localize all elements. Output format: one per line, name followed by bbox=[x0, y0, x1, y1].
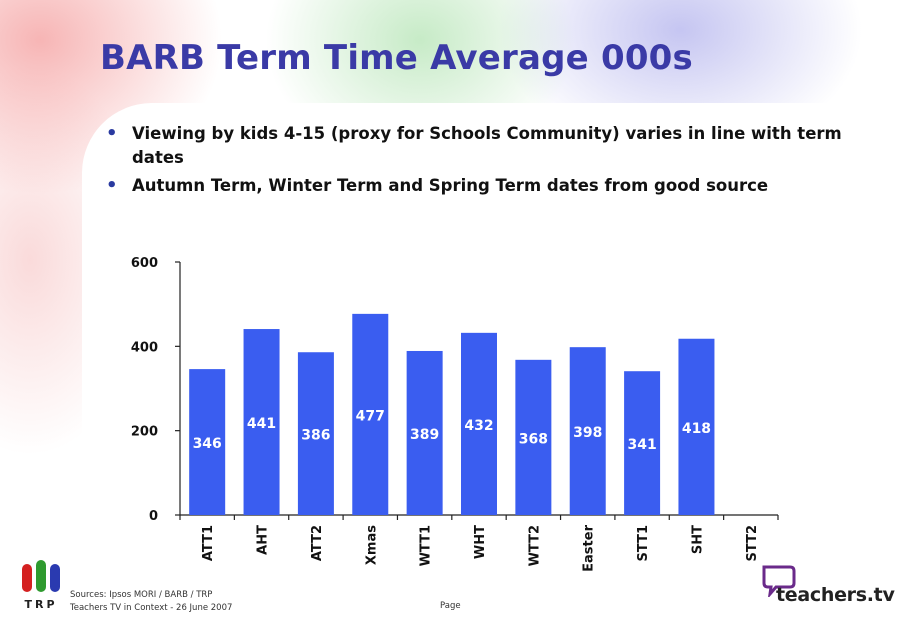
trp-logo: TRP bbox=[22, 560, 60, 611]
bar bbox=[352, 313, 389, 515]
bar bbox=[461, 332, 497, 515]
bar bbox=[297, 352, 334, 515]
x-tick-label: WHT bbox=[473, 525, 488, 559]
teachers-tv-logo-text: teachers.tv bbox=[776, 584, 895, 606]
page-label: Page bbox=[440, 601, 461, 611]
x-tick-label: Easter bbox=[582, 524, 597, 571]
data-label: 477 bbox=[356, 408, 385, 424]
bullet-icon: • bbox=[106, 123, 118, 144]
bullet-list: • Viewing by kids 4-15 (proxy for School… bbox=[104, 122, 864, 202]
bullet-text: Autumn Term, Winter Term and Spring Term… bbox=[132, 176, 769, 195]
x-tick-label: STT2 bbox=[745, 525, 760, 561]
bar bbox=[515, 359, 552, 515]
bar bbox=[569, 347, 606, 515]
data-label: 386 bbox=[301, 428, 330, 444]
bar bbox=[406, 350, 443, 515]
data-label: 398 bbox=[573, 425, 602, 441]
trp-logo-text: TRP bbox=[24, 598, 57, 611]
bullet-item: • Viewing by kids 4-15 (proxy for School… bbox=[104, 122, 864, 170]
bar bbox=[624, 371, 661, 515]
bar bbox=[189, 369, 226, 515]
data-label: 389 bbox=[410, 427, 439, 443]
y-tick-label: 600 bbox=[131, 256, 158, 271]
bar bbox=[678, 338, 715, 515]
bar bbox=[243, 329, 280, 515]
bullet-item: • Autumn Term, Winter Term and Spring Te… bbox=[104, 174, 864, 198]
logo-red-bar bbox=[22, 564, 32, 592]
x-tick-label: STT1 bbox=[636, 525, 651, 561]
bullet-text: Viewing by kids 4-15 (proxy for Schools … bbox=[132, 124, 842, 167]
x-tick-label: ATT1 bbox=[201, 525, 216, 561]
data-label: 441 bbox=[247, 416, 276, 432]
speech-bubble-icon bbox=[762, 565, 796, 597]
logo-blue-bar bbox=[50, 564, 60, 592]
slide-title: BARB Term Time Average 000s bbox=[100, 38, 693, 78]
x-tick-label: Xmas bbox=[364, 525, 379, 565]
y-tick-label: 200 bbox=[131, 425, 158, 440]
bullet-icon: • bbox=[106, 175, 118, 196]
context-text: Teachers TV in Context - 26 June 2007 bbox=[70, 603, 233, 613]
x-tick-label: WTT1 bbox=[419, 525, 434, 566]
x-tick-label: AHT bbox=[256, 525, 271, 555]
logo-green-bar bbox=[36, 560, 46, 592]
x-tick-label: ATT2 bbox=[310, 525, 325, 561]
y-tick-label: 0 bbox=[149, 509, 158, 524]
data-label: 432 bbox=[464, 418, 493, 434]
x-tick-label: SHT bbox=[690, 525, 705, 554]
x-tick-label: WTT2 bbox=[527, 525, 542, 566]
footer-sources: Sources: Ipsos MORI / BARB / TRP Teacher… bbox=[70, 589, 232, 615]
data-label: 418 bbox=[682, 421, 711, 437]
y-tick-label: 400 bbox=[131, 340, 158, 355]
data-label: 346 bbox=[193, 436, 222, 452]
data-label: 368 bbox=[519, 431, 548, 447]
sources-text: Sources: Ipsos MORI / BARB / TRP bbox=[70, 590, 213, 600]
data-label: 341 bbox=[627, 437, 656, 453]
